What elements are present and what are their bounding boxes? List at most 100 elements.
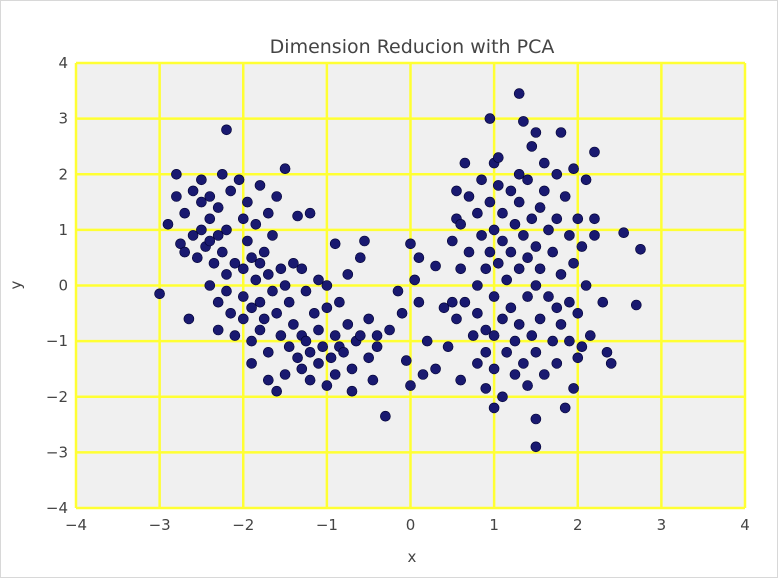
data-point xyxy=(484,113,496,124)
data-point xyxy=(271,307,283,319)
data-point xyxy=(271,385,283,397)
data-point xyxy=(262,269,274,280)
data-point xyxy=(589,146,600,158)
data-point xyxy=(589,230,600,241)
data-point xyxy=(568,163,579,174)
data-point xyxy=(530,441,542,453)
data-point xyxy=(488,330,500,341)
data-point xyxy=(451,313,462,325)
data-point xyxy=(522,252,533,264)
data-point xyxy=(446,235,458,247)
data-point xyxy=(304,346,316,358)
data-point xyxy=(430,260,441,272)
data-point xyxy=(484,196,496,208)
data-point xyxy=(354,330,366,341)
data-point xyxy=(472,358,483,369)
data-point xyxy=(451,185,462,197)
data-point xyxy=(538,157,550,169)
data-point xyxy=(488,291,500,302)
data-point xyxy=(225,307,236,319)
data-point xyxy=(501,346,513,358)
data-point xyxy=(367,374,379,386)
data-point xyxy=(187,185,199,197)
data-point xyxy=(313,324,324,336)
data-point xyxy=(538,369,550,380)
data-point xyxy=(321,302,333,314)
data-point xyxy=(534,202,546,213)
data-point xyxy=(212,202,224,213)
data-point xyxy=(568,257,579,269)
data-point xyxy=(505,246,517,258)
data-point xyxy=(175,238,186,250)
data-point xyxy=(480,346,492,358)
data-point xyxy=(204,280,216,291)
data-point xyxy=(179,246,190,258)
data-point xyxy=(171,191,182,202)
data-point xyxy=(501,274,513,286)
data-point xyxy=(192,252,203,264)
data-point xyxy=(576,241,588,252)
data-point xyxy=(292,352,303,364)
data-point xyxy=(279,280,291,291)
data-point xyxy=(238,213,249,225)
data-point xyxy=(530,413,542,425)
y-axis-label: y xyxy=(7,280,25,289)
chart-title: Dimension Reducion with PCA xyxy=(270,36,555,58)
data-point xyxy=(229,330,241,341)
data-point xyxy=(488,402,500,414)
data-point xyxy=(292,210,303,222)
data-point xyxy=(196,174,207,186)
data-point xyxy=(321,280,333,291)
data-point xyxy=(275,330,287,341)
data-point xyxy=(217,169,228,180)
data-point xyxy=(304,207,316,219)
data-point xyxy=(162,219,174,230)
data-point xyxy=(551,358,563,369)
data-point xyxy=(513,88,525,99)
data-point xyxy=(187,230,199,241)
data-point xyxy=(488,363,500,375)
data-point xyxy=(392,285,404,297)
data-point xyxy=(551,302,563,314)
data-point xyxy=(267,230,278,241)
x-tick-label: −3 xyxy=(149,516,171,534)
data-point xyxy=(572,352,584,364)
data-point xyxy=(463,246,475,258)
x-tick-label: −2 xyxy=(232,516,254,534)
data-point xyxy=(584,330,596,341)
data-point xyxy=(384,324,395,336)
y-tick-label: 1 xyxy=(58,221,68,239)
y-tick-label: −1 xyxy=(46,332,68,350)
data-point xyxy=(246,335,257,347)
data-point xyxy=(396,307,408,319)
data-point xyxy=(262,346,274,358)
data-point xyxy=(254,257,266,269)
x-tick-label: 0 xyxy=(406,516,416,534)
data-point xyxy=(405,238,416,250)
x-tick-label: 2 xyxy=(573,516,583,534)
data-point xyxy=(363,352,375,364)
data-point xyxy=(288,257,299,269)
data-point xyxy=(601,346,613,358)
data-point xyxy=(296,263,308,275)
data-point xyxy=(438,302,450,314)
data-point xyxy=(459,296,471,308)
data-point xyxy=(576,341,588,353)
data-point xyxy=(225,185,236,197)
data-point xyxy=(597,296,609,308)
data-point xyxy=(242,196,253,208)
data-point xyxy=(204,213,216,225)
data-point xyxy=(208,257,220,269)
data-point xyxy=(522,380,533,391)
data-point xyxy=(430,363,441,375)
data-point xyxy=(513,263,525,275)
data-point xyxy=(283,296,295,308)
data-point xyxy=(304,374,316,386)
data-point xyxy=(421,335,433,347)
y-tick-label: 4 xyxy=(58,54,68,72)
data-point xyxy=(526,330,538,341)
y-tick-label: 3 xyxy=(58,110,68,128)
data-point xyxy=(492,257,504,269)
data-point xyxy=(630,299,642,311)
